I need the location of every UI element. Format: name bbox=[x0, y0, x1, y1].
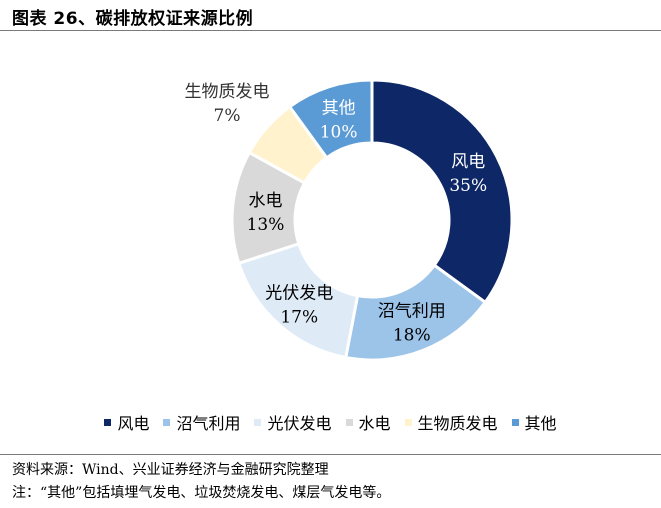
legend-swatch bbox=[345, 418, 353, 426]
slice-value-label: 7% bbox=[214, 106, 241, 126]
top-divider bbox=[0, 30, 661, 31]
slice-name-label: 风电 bbox=[451, 152, 485, 172]
chart-legend: 风电 沼气利用 光伏发电 水电 生物质发电 其他 bbox=[0, 410, 661, 434]
slice-1 bbox=[370, 78, 514, 305]
slice-value-label: 35% bbox=[449, 176, 487, 196]
legend-label: 沼气利用 bbox=[176, 414, 241, 433]
slice-name-label: 光伏发电 bbox=[265, 284, 333, 304]
source-note: 资料来源：Wind、兴业证券经济与金融研究院整理 bbox=[12, 462, 329, 478]
slice-value-label: 18% bbox=[393, 325, 431, 345]
slice-6 bbox=[287, 78, 374, 160]
slice-value-label: 10% bbox=[320, 122, 358, 142]
legend-label: 风电 bbox=[117, 414, 150, 433]
legend-item: 水电 bbox=[345, 410, 391, 434]
legend-label: 光伏发电 bbox=[267, 414, 332, 433]
legend-item: 沼气利用 bbox=[163, 410, 240, 434]
legend-swatch bbox=[511, 418, 519, 426]
legend-label: 水电 bbox=[358, 414, 391, 433]
slice-name-label: 其他 bbox=[322, 98, 356, 118]
slice-name-label: 沼气利用 bbox=[378, 301, 446, 321]
legend-swatch bbox=[404, 418, 412, 426]
slice-name-label: 生物质发电 bbox=[185, 82, 270, 102]
legend-item: 生物质发电 bbox=[404, 410, 498, 434]
slice-2 bbox=[344, 263, 488, 362]
bottom-divider bbox=[0, 454, 661, 455]
legend-label: 生物质发电 bbox=[417, 414, 498, 433]
footnote: 注：“其他”包括填埋气发电、垃圾焚烧发电、煤层气发电等。 bbox=[12, 485, 391, 501]
legend-swatch bbox=[104, 418, 112, 426]
legend-item: 其他 bbox=[511, 410, 557, 434]
legend-item: 风电 bbox=[104, 410, 149, 434]
slice-value-label: 13% bbox=[247, 215, 285, 235]
donut-chart: 风电 35% 沼气利用 18% 光伏发电 17% 水电 13% 生物质发电 7% 其他 10% bbox=[185, 78, 514, 362]
legend-label: 其他 bbox=[524, 414, 557, 433]
legend-swatch bbox=[254, 418, 262, 426]
legend-item: 光伏发电 bbox=[254, 410, 332, 434]
legend-swatch bbox=[163, 418, 171, 426]
slice-value-label: 17% bbox=[280, 308, 318, 328]
page-title: 图表 26、碳排放权证来源比例 bbox=[12, 9, 254, 29]
slice-name-label: 水电 bbox=[248, 191, 282, 211]
